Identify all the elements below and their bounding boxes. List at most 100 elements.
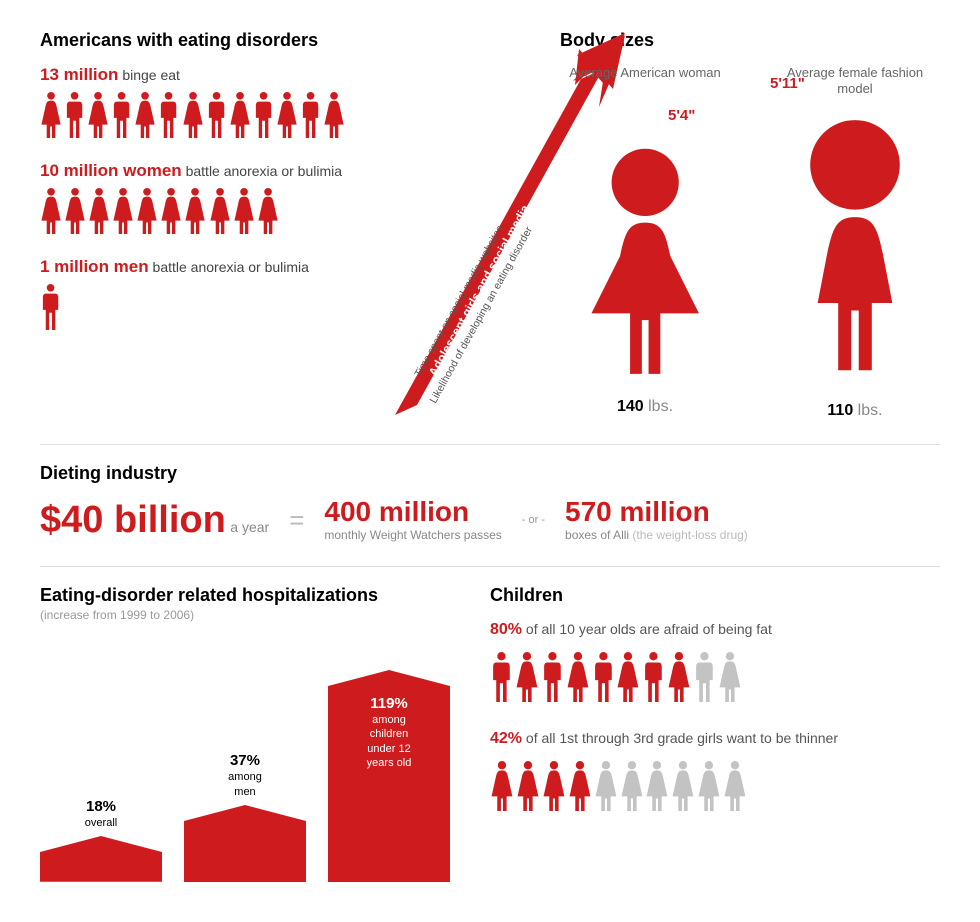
svg-text:Likelihood of developing an ea: Likelihood of developing an eating disor… <box>427 224 535 405</box>
divider <box>40 444 940 445</box>
woman-icon <box>723 760 747 812</box>
man-icon <box>642 651 665 703</box>
bar-shape-icon <box>184 805 306 882</box>
diet-row: $40 billion a year = 400 million monthly… <box>40 498 940 542</box>
people-row <box>40 187 390 235</box>
woman-icon <box>40 91 62 139</box>
woman-icon <box>542 760 566 812</box>
woman-icon <box>560 143 730 388</box>
stat-block: 10 million women battle anorexia or buli… <box>40 161 390 235</box>
woman-icon <box>87 91 109 139</box>
stat-block: 1 million men battle anorexia or bulimia <box>40 257 390 331</box>
man-icon <box>592 651 615 703</box>
woman-icon <box>229 91 251 139</box>
top-section: Americans with eating disorders 13 milli… <box>40 30 940 420</box>
stat-head: 1 million men battle anorexia or bulimia <box>40 257 390 277</box>
woman-icon <box>718 651 742 703</box>
diet-eq2: 570 million boxes of Alli (the weight-lo… <box>565 498 748 542</box>
people-row <box>490 760 940 812</box>
child-block: 42% of all 1st through 3rd grade girls w… <box>490 729 940 812</box>
woman-icon <box>770 107 940 392</box>
woman-icon <box>667 651 691 703</box>
woman-icon <box>88 187 110 235</box>
diet-eq1-sub: monthly Weight Watchers passes <box>324 528 501 542</box>
body-avg-woman: Average American woman 5'4" 140 lbs. <box>560 65 730 420</box>
body-avg-model: Average female fashion model 5'11" 110 l… <box>770 65 940 420</box>
woman-icon <box>136 187 158 235</box>
arrow-label-main: Adolescent girls and social media <box>426 202 532 378</box>
stat-block: 13 million binge eat <box>40 65 390 139</box>
woman-icon <box>697 760 721 812</box>
woman-icon <box>257 187 279 235</box>
woman-icon <box>182 91 204 139</box>
woman-icon <box>645 760 669 812</box>
body-sizes-title: Body sizes <box>560 30 940 51</box>
diet-eq1: 400 million monthly Weight Watchers pass… <box>324 498 501 542</box>
bar-item: 119%amongchildrenunder 12years old <box>328 670 450 882</box>
children-col: Children 80% of all 10 year olds are afr… <box>490 585 940 882</box>
equals-icon: = <box>289 505 304 536</box>
woman-icon <box>160 187 182 235</box>
diet-or: - or - <box>522 514 545 526</box>
diet-amount-sub: a year <box>230 519 269 535</box>
body-avg-model-height: 5'11" <box>770 75 805 92</box>
hospitalizations-col: Eating-disorder related hospitalizations… <box>40 585 450 882</box>
body-avg-woman-sub: Average American woman <box>560 65 730 99</box>
man-icon <box>300 91 321 139</box>
body-avg-model-weight: 110 lbs. <box>770 402 940 420</box>
woman-icon <box>64 187 86 235</box>
eating-disorders-col: Americans with eating disorders 13 milli… <box>40 30 390 420</box>
people-row <box>40 283 390 331</box>
diet-title: Dieting industry <box>40 463 940 484</box>
woman-icon <box>620 760 644 812</box>
man-icon <box>206 91 227 139</box>
woman-icon <box>233 187 255 235</box>
woman-icon <box>568 760 592 812</box>
eating-disorders-title: Americans with eating disorders <box>40 30 390 51</box>
man-icon <box>64 91 85 139</box>
woman-icon <box>184 187 206 235</box>
woman-icon <box>323 91 345 139</box>
stat-head: 13 million binge eat <box>40 65 390 85</box>
stat-head: 10 million women battle anorexia or buli… <box>40 161 390 181</box>
man-icon <box>490 651 513 703</box>
bar-label: 18%overall <box>85 797 117 831</box>
hospitalizations-subtitle: (increase from 1999 to 2006) <box>40 608 450 622</box>
diet-section: Dieting industry $40 billion a year = 40… <box>40 463 940 542</box>
child-block: 80% of all 10 year olds are afraid of be… <box>490 620 940 703</box>
people-row <box>490 651 940 703</box>
eating-disorders-rows: 13 million binge eat 10 million <box>40 65 390 331</box>
divider <box>40 566 940 567</box>
woman-icon <box>490 760 514 812</box>
woman-icon <box>616 651 640 703</box>
bar-item: 18%overall <box>40 797 162 882</box>
people-row <box>40 91 390 139</box>
man-icon <box>541 651 564 703</box>
hospitalizations-title: Eating-disorder related hospitalizations <box>40 585 450 606</box>
arrow-label-top: Time spent on social media websites <box>412 223 506 379</box>
man-icon <box>253 91 274 139</box>
body-avg-woman-height: 5'4" <box>668 107 695 124</box>
body-avg-woman-weight: 140 lbs. <box>560 398 730 416</box>
children-blocks: 80% of all 10 year olds are afraid of be… <box>490 620 940 812</box>
children-title: Children <box>490 585 940 606</box>
bar-shape-icon <box>40 836 162 882</box>
woman-icon <box>671 760 695 812</box>
bottom-section: Eating-disorder related hospitalizations… <box>40 585 940 882</box>
body-sizes-col: Body sizes Average American woman 5'4" 1… <box>560 30 940 420</box>
diet-amount: $40 billion <box>40 499 226 541</box>
woman-icon <box>209 187 231 235</box>
woman-icon <box>134 91 156 139</box>
hospitalizations-bars: 18%overall 37%amongmen 119%amongchildren… <box>40 642 450 882</box>
svg-text:Time spent on social media web: Time spent on social media websites <box>412 223 506 379</box>
bar-label: 119%amongchildrenunder 12years old <box>328 694 450 771</box>
woman-icon <box>276 91 298 139</box>
man-icon <box>40 283 61 331</box>
child-head: 42% of all 1st through 3rd grade girls w… <box>490 729 940 750</box>
bar-label: 37%amongmen <box>228 751 262 799</box>
man-icon <box>158 91 179 139</box>
man-icon <box>111 91 132 139</box>
woman-icon <box>594 760 618 812</box>
diet-eq2-n: 570 million <box>565 498 748 526</box>
bar-item: 37%amongmen <box>184 751 306 882</box>
